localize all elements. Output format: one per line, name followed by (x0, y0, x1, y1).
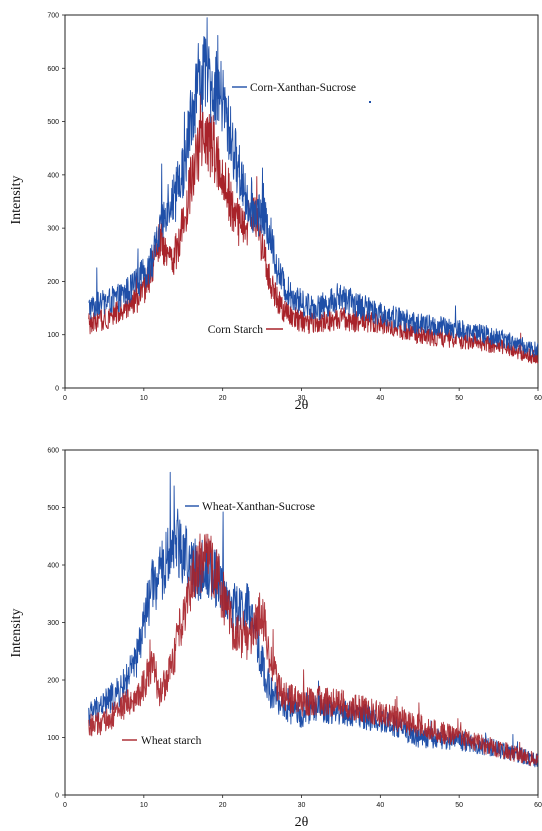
x-tick-label: 30 (298, 395, 306, 402)
y-axis-label: Intensity (9, 176, 24, 225)
series-line-wheat-starch (88, 533, 539, 767)
y-axis-label: Intensity (9, 609, 24, 658)
annotation-label: Wheat-Xanthan-Sucrose (202, 501, 315, 513)
x-tick-label: 50 (455, 802, 463, 809)
x-tick-label: 10 (140, 395, 148, 402)
series-line-corn-xanthan-sucrose (88, 17, 539, 358)
stray-dot (369, 101, 371, 103)
x-tick-label: 60 (534, 802, 542, 809)
xrd-chart-corn: 0 100 200 300 400 500 600 700 0 10 20 30 40 50 60 Inten… (0, 0, 542, 415)
series-line-wheat-xanthan-sucrose (88, 471, 539, 768)
y-tick-label: 700 (47, 13, 59, 20)
x-tick-label: 0 (63, 802, 67, 809)
x-tick-label: 50 (455, 395, 463, 402)
x-tick-label: 20 (219, 802, 227, 809)
y-tick-label: 100 (47, 735, 59, 742)
x-tick-label: 10 (140, 802, 148, 809)
y-tick-label: 600 (47, 448, 59, 455)
y-tick-label: 200 (47, 678, 59, 685)
annotation-label: Wheat starch (141, 735, 202, 747)
annotation-label: Corn-Xanthan-Sucrose (250, 82, 356, 94)
annotation-label: Corn Starch (208, 324, 264, 336)
y-tick-label: 500 (47, 505, 59, 512)
y-tick-label: 600 (47, 66, 59, 73)
x-tick-label: 0 (63, 395, 67, 402)
y-tick-label: 0 (55, 793, 59, 800)
xrd-chart-wheat: 0 100 200 300 400 500 600 0 10 20 30 40 50 60 Intensit… (0, 415, 542, 831)
x-axis-label: 2θ (295, 398, 309, 413)
x-tick-label: 30 (298, 802, 306, 809)
chart-svg-wheat: 0 100 200 300 400 500 600 0 10 20 30 40 50 60 Intensit… (9, 448, 542, 831)
x-axis-label: 2θ (295, 815, 309, 830)
y-tick-label: 500 (47, 119, 59, 126)
x-tick-label: 60 (534, 395, 542, 402)
y-tick-label: 400 (47, 172, 59, 179)
x-tick-label: 40 (376, 395, 384, 402)
series-line-corn-starch (88, 93, 539, 364)
x-tick-label: 20 (219, 395, 227, 402)
y-tick-label: 300 (47, 226, 59, 233)
y-tick-label: 100 (47, 332, 59, 339)
y-tick-label: 0 (55, 386, 59, 393)
y-tick-label: 400 (47, 563, 59, 570)
y-tick-label: 300 (47, 620, 59, 627)
x-tick-label: 40 (376, 802, 384, 809)
chart-svg-corn: 0 100 200 300 400 500 600 700 0 10 20 30 40 50 60 Inten… (9, 13, 542, 414)
y-tick-label: 200 (47, 279, 59, 286)
